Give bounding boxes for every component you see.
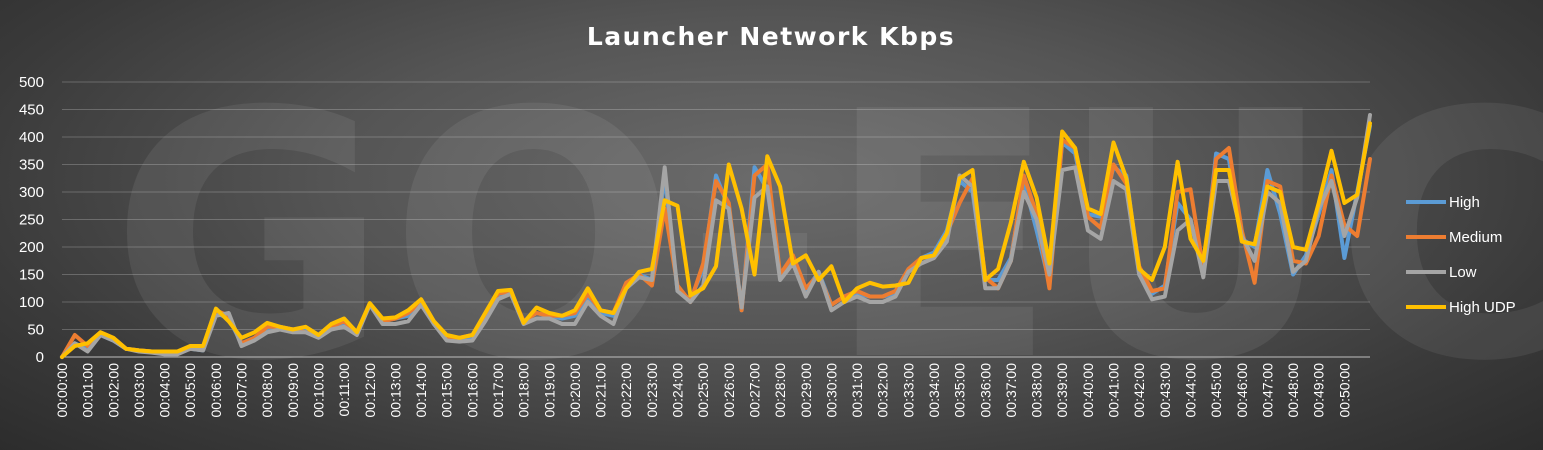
- x-tick-label: 00:48:00: [1285, 363, 1301, 418]
- watermark: GO-EUC: [110, 40, 1543, 436]
- x-tick-label: 00:24:00: [670, 363, 686, 418]
- x-tick-label: 00:34:00: [926, 363, 942, 418]
- x-tick-label: 00:41:00: [1106, 363, 1122, 418]
- x-axis-ticks: 00:00:00 00:01:00 00:02:00 00:03:00 00:04:00…: [54, 363, 1352, 418]
- y-tick-label: 250: [19, 212, 44, 229]
- y-tick-label: 400: [19, 129, 44, 146]
- y-tick-label: 50: [27, 322, 44, 339]
- y-tick-label: 450: [19, 102, 44, 119]
- x-tick-label: 00:05:00: [182, 363, 198, 418]
- legend-label: High UDP: [1449, 299, 1516, 316]
- x-tick-label: 00:32:00: [875, 363, 891, 418]
- x-tick-label: 00:16:00: [464, 363, 480, 418]
- x-tick-label: 00:25:00: [695, 363, 711, 418]
- x-tick-label: 00:06:00: [208, 363, 224, 418]
- x-tick-label: 00:47:00: [1259, 363, 1275, 418]
- x-tick-label: 00:11:00: [336, 363, 352, 417]
- y-tick-label: 0: [36, 349, 44, 366]
- x-tick-label: 00:37:00: [1003, 363, 1019, 418]
- x-tick-label: 00:19:00: [541, 363, 557, 418]
- x-tick-label: 00:49:00: [1311, 363, 1327, 418]
- legend-label: High: [1449, 194, 1480, 211]
- x-tick-label: 00:13:00: [387, 363, 403, 418]
- y-tick-label: 300: [19, 184, 44, 201]
- x-tick-label: 00:35:00: [952, 363, 968, 418]
- x-tick-label: 00:17:00: [490, 363, 506, 418]
- y-tick-label: 350: [19, 157, 44, 174]
- x-tick-label: 00:38:00: [1029, 363, 1045, 418]
- x-tick-label: 00:28:00: [772, 363, 788, 418]
- x-tick-label: 00:40:00: [1080, 363, 1096, 418]
- x-tick-label: 00:23:00: [644, 363, 660, 418]
- series-line-low: [60, 113, 1372, 359]
- x-tick-label: 00:10:00: [310, 363, 326, 418]
- x-tick-label: 00:50:00: [1336, 363, 1352, 418]
- x-tick-label: 00:44:00: [1182, 363, 1198, 418]
- x-tick-label: 00:22:00: [618, 363, 634, 418]
- x-tick-label: 00:31:00: [849, 363, 865, 418]
- x-tick-label: 00:15:00: [439, 363, 455, 418]
- x-tick-label: 00:12:00: [362, 363, 378, 418]
- y-tick-label: 100: [19, 294, 44, 311]
- x-tick-label: 00:04:00: [157, 363, 173, 418]
- x-tick-label: 00:20:00: [567, 363, 583, 418]
- x-tick-label: 00:18:00: [516, 363, 532, 418]
- series-line-high-udp: [60, 121, 1372, 359]
- x-tick-label: 00:45:00: [1208, 363, 1224, 418]
- y-tick-label: 200: [19, 239, 44, 256]
- legend: High Medium Low High UDP: [1406, 194, 1516, 316]
- x-tick-label: 00:01:00: [80, 363, 96, 418]
- x-tick-label: 00:21:00: [593, 363, 609, 418]
- legend-label: Medium: [1449, 229, 1502, 246]
- x-tick-label: 00:39:00: [1054, 363, 1070, 418]
- chart-title: Launcher Network Kbps: [587, 22, 955, 51]
- x-tick-label: 00:43:00: [1157, 363, 1173, 418]
- x-tick-label: 00:46:00: [1234, 363, 1250, 418]
- x-tick-label: 00:02:00: [105, 363, 121, 418]
- x-tick-label: 00:27:00: [746, 363, 762, 418]
- x-tick-label: 00:29:00: [798, 363, 814, 418]
- y-axis-ticks: 0 50 100 150 200 250 300 350 400 450 500: [19, 74, 44, 366]
- x-tick-label: 00:07:00: [234, 363, 250, 418]
- x-tick-label: 00:36:00: [977, 363, 993, 418]
- x-tick-label: 00:03:00: [131, 363, 147, 418]
- series-lines: [60, 113, 1372, 359]
- y-tick-label: 500: [19, 74, 44, 91]
- y-tick-label: 150: [19, 267, 44, 284]
- legend-label: Low: [1449, 264, 1477, 281]
- x-tick-label: 00:33:00: [900, 363, 916, 418]
- x-tick-label: 00:14:00: [413, 363, 429, 418]
- x-tick-label: 00:26:00: [721, 363, 737, 418]
- x-tick-label: 00:00:00: [54, 363, 70, 418]
- x-tick-label: 00:42:00: [1131, 363, 1147, 418]
- x-tick-label: 00:09:00: [285, 363, 301, 418]
- x-tick-label: 00:08:00: [259, 363, 275, 418]
- x-tick-label: 00:30:00: [823, 363, 839, 418]
